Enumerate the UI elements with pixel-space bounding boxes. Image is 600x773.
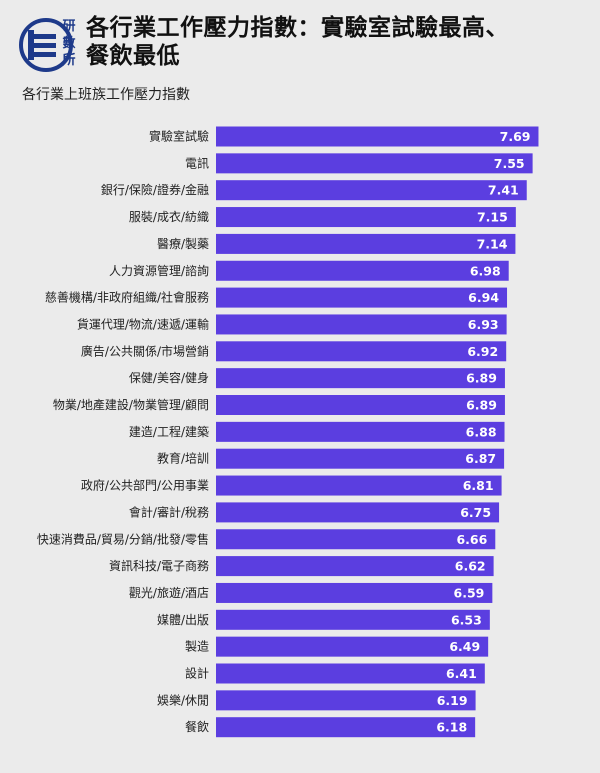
- bar-value-label: 7.15: [477, 210, 508, 225]
- bar: [216, 368, 505, 389]
- bar: [216, 636, 489, 657]
- bar: [216, 717, 476, 738]
- bar-value-label: 6.75: [460, 505, 491, 520]
- category-label: 服裝/成衣/紡織: [129, 209, 209, 224]
- bar-value-label: 7.55: [494, 156, 525, 171]
- category-label: 電訊: [185, 155, 209, 170]
- bar-chart: 實驗室試驗 7.69 電訊 7.55 銀行/保險/證券/金融 7.41 服裝/成衣/紡織 7.…: [37, 126, 539, 738]
- bar: [216, 180, 527, 201]
- bar-value-label: 6.98: [470, 263, 501, 278]
- bar-value-label: 6.89: [466, 398, 497, 413]
- bar: [216, 582, 493, 603]
- bar-value-label: 7.41: [488, 183, 519, 198]
- bar: [216, 529, 496, 550]
- category-label: 設計: [185, 666, 209, 681]
- category-label: 製造: [185, 640, 209, 654]
- category-label: 建造/工程/建築: [129, 424, 209, 439]
- bar: [216, 126, 539, 147]
- bar-value-label: 6.41: [446, 666, 477, 681]
- bar-value-label: 7.14: [477, 236, 508, 251]
- category-label: 娛樂/休閒: [157, 692, 209, 707]
- category-label: 教育/培訓: [157, 451, 209, 466]
- chart-title-line-2: 餐飲最低: [86, 43, 180, 69]
- chart-title-line-1: 各行業工作壓力指數：實驗室試驗最高、: [86, 15, 509, 41]
- chart-subtitle: 各行業上班族工作壓力指數: [22, 87, 190, 103]
- bar: [216, 395, 505, 415]
- bar-value-label: 6.62: [455, 559, 486, 574]
- category-label: 資訊科技/電子商務: [109, 558, 209, 573]
- bar-value-label: 7.69: [500, 129, 531, 144]
- bar: [216, 314, 507, 335]
- bar-value-label: 6.81: [463, 478, 494, 493]
- bar-value-label: 6.19: [437, 693, 468, 708]
- logo-text: 研數所: [62, 19, 76, 68]
- bar-value-label: 6.66: [456, 532, 487, 547]
- category-label: 物業/地產建設/物業管理/顧問: [53, 397, 209, 412]
- bar-value-label: 6.89: [466, 371, 497, 386]
- bar-value-label: 6.59: [454, 585, 485, 600]
- category-label: 餐飲: [185, 719, 209, 734]
- bar-value-label: 6.49: [449, 639, 480, 654]
- category-label: 銀行/保險/證券/金融: [101, 182, 209, 197]
- bar: [216, 448, 505, 469]
- bar-value-label: 6.94: [468, 290, 499, 305]
- bar-value-label: 6.88: [466, 424, 497, 439]
- category-label: 會計/審計/稅務: [129, 504, 209, 519]
- category-label: 媒體/出版: [157, 613, 209, 627]
- bar: [216, 690, 476, 711]
- category-label: 醫療/製藥: [157, 237, 209, 251]
- bar-value-label: 6.87: [465, 451, 496, 466]
- bar: [216, 233, 516, 254]
- category-label: 慈善機構/非政府組織/社會服務: [45, 290, 209, 305]
- research-institute-logo-icon: [19, 18, 73, 72]
- bar: [216, 475, 502, 496]
- category-label: 廣告/公共關係/市場營銷: [81, 343, 209, 358]
- bar: [216, 663, 485, 684]
- bar: [216, 207, 516, 228]
- category-label: 觀光/旅遊/酒店: [129, 585, 209, 600]
- chart-title: 各行業工作壓力指數：實驗室試驗最高、 餐飲最低: [86, 14, 586, 70]
- bar: [216, 502, 500, 523]
- bar: [216, 421, 505, 442]
- category-label: 人力資源管理/諮詢: [109, 263, 209, 278]
- category-label: 保健/美容/健身: [129, 370, 209, 385]
- category-label: 快速消費品/貿易/分銷/批發/零售: [37, 531, 209, 546]
- bar-value-label: 6.93: [468, 317, 499, 332]
- category-label: 政府/公共部門/公用事業: [81, 478, 209, 493]
- bar-value-label: 6.53: [451, 612, 482, 627]
- bar: [216, 287, 508, 308]
- category-label: 實驗室試驗: [149, 129, 209, 144]
- bar-value-label: 6.92: [467, 344, 498, 359]
- bar: [216, 260, 509, 281]
- bar: [216, 341, 507, 362]
- bar-value-label: 6.18: [436, 720, 467, 735]
- bar: [216, 609, 490, 630]
- bar: [216, 556, 494, 577]
- bar: [216, 153, 533, 174]
- category-label: 貨運代理/物流/速遞/運輸: [77, 316, 209, 331]
- chart-header: 研數所 各行業工作壓力指數：實驗室試驗最高、 餐飲最低 各行業上班族工作壓力指數: [0, 0, 600, 120]
